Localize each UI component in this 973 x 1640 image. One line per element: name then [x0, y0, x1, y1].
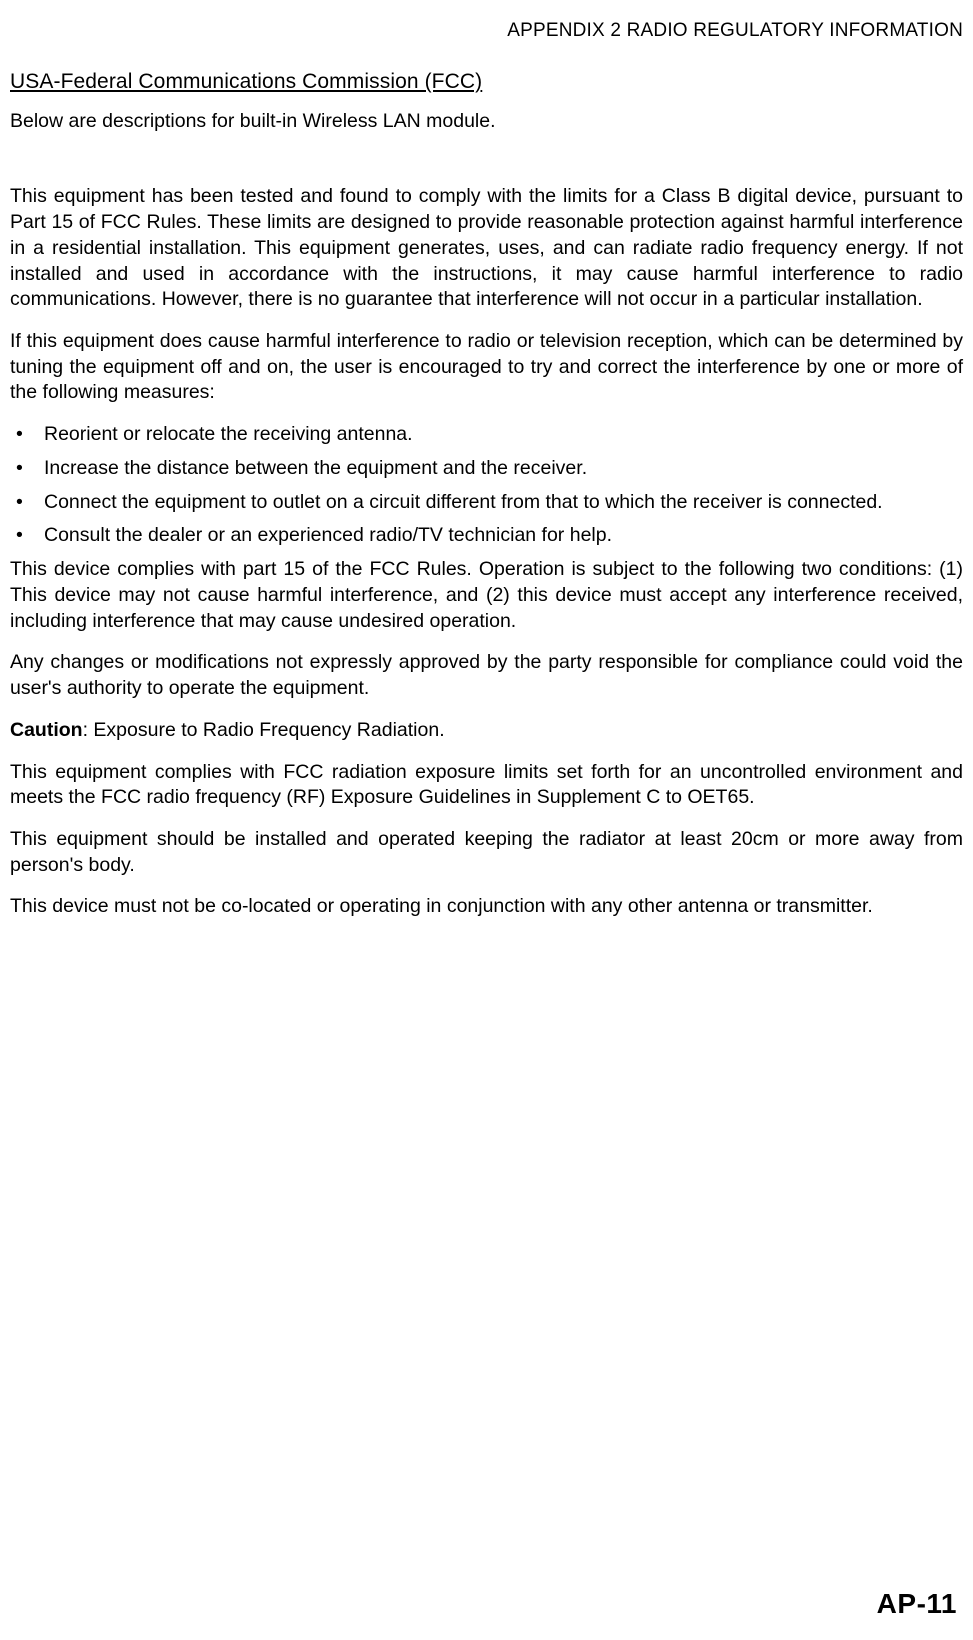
- paragraph-1: This equipment has been tested and found…: [10, 184, 963, 313]
- list-item: Reorient or relocate the receiving anten…: [10, 422, 963, 448]
- paragraph-4: Any changes or modifications not express…: [10, 650, 963, 701]
- list-item: Connect the equipment to outlet on a cir…: [10, 490, 963, 516]
- page-header: APPENDIX 2 RADIO REGULATORY INFORMATION: [10, 20, 963, 42]
- paragraph-3: This device complies with part 15 of the…: [10, 557, 963, 634]
- caution-label: Caution: [10, 719, 83, 741]
- list-item: Consult the dealer or an experienced rad…: [10, 523, 963, 549]
- section-heading: USA-Federal Communications Commission (F…: [10, 70, 963, 94]
- caution-line: Caution: Exposure to Radio Frequency Rad…: [10, 718, 963, 744]
- measures-list: Reorient or relocate the receiving anten…: [10, 422, 963, 549]
- paragraph-6: This equipment should be installed and o…: [10, 827, 963, 878]
- caution-text: : Exposure to Radio Frequency Radiation.: [83, 719, 445, 741]
- paragraph-7: This device must not be co-located or op…: [10, 894, 963, 920]
- intro-text: Below are descriptions for built-in Wire…: [10, 108, 963, 134]
- list-item: Increase the distance between the equipm…: [10, 456, 963, 482]
- paragraph-5: This equipment complies with FCC radiati…: [10, 760, 963, 811]
- paragraph-2: If this equipment does cause harmful int…: [10, 329, 963, 406]
- page-number: AP-11: [877, 1588, 957, 1620]
